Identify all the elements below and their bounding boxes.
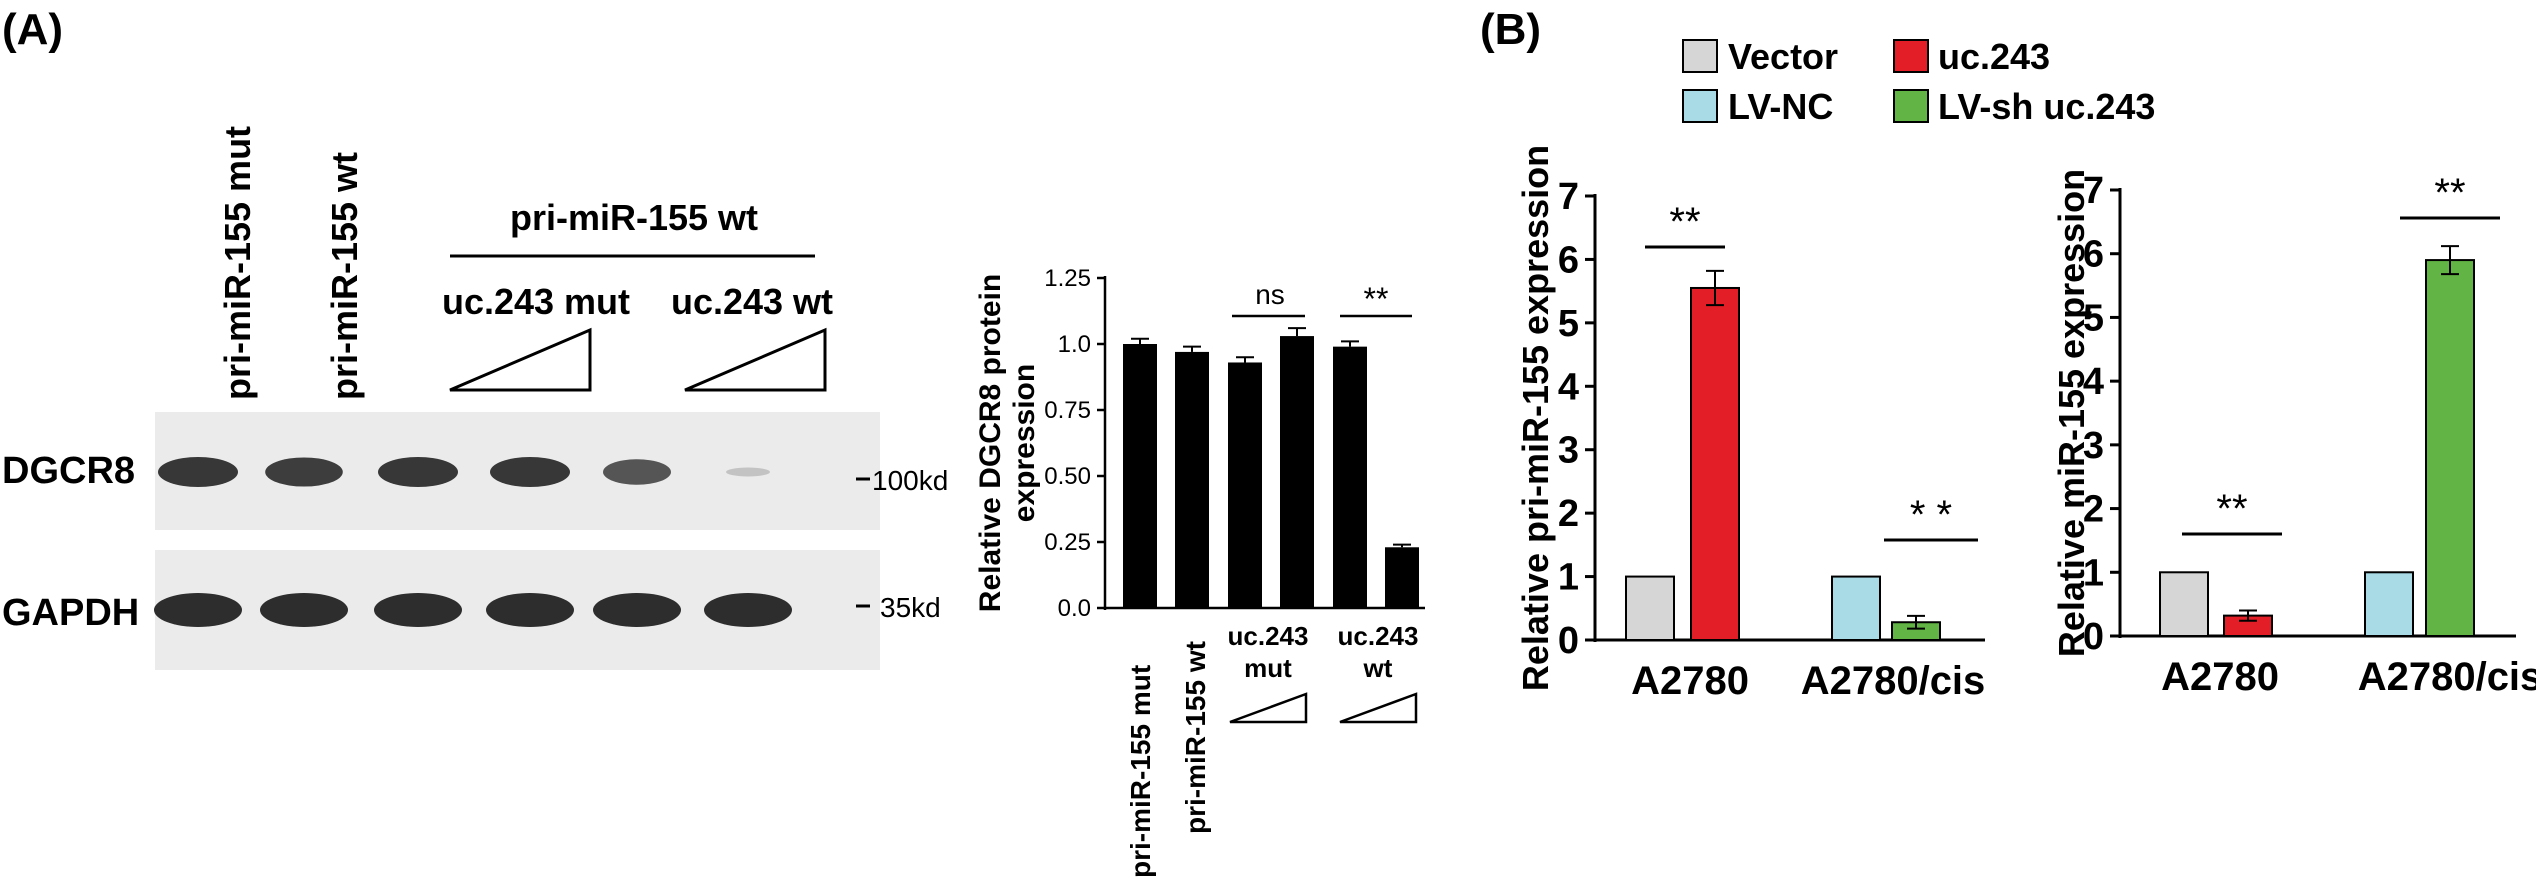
dgcr8-band [378, 457, 458, 487]
dgcr8-band [265, 457, 343, 487]
lane-label-1: pri-miR-155 mut [217, 126, 258, 400]
y-tick-label: 0 [1558, 620, 1579, 662]
legend-label-lvsh: LV-sh uc.243 [1938, 86, 2155, 127]
bar [2364, 571, 2414, 637]
y-tick-label: 1 [2083, 552, 2104, 594]
legend-swatch-lvnc [1682, 89, 1718, 123]
y-tick-label: 1.0 [1058, 331, 1091, 358]
gapdh-band [374, 593, 462, 627]
legend-label-vector: Vector [1728, 36, 1838, 77]
y-tick-label: 7 [1558, 176, 1579, 218]
y-tick-label: 1 [1558, 557, 1579, 599]
gradient-wedge-wt [684, 327, 827, 392]
significance-label: ** [1364, 281, 1389, 317]
marker-100kd: 100kd [872, 465, 948, 496]
y-tick-label: 0.0 [1058, 595, 1091, 622]
y-tick-label: 1.25 [1044, 265, 1091, 292]
y-tick-label: 2 [2083, 489, 2104, 531]
gapdh-band [154, 593, 242, 627]
legend-label-lvnc: LV-NC [1728, 86, 1833, 127]
y-tick-label: 0.25 [1044, 529, 1091, 556]
bar [1228, 362, 1262, 608]
x-tick-label: mut [1244, 653, 1292, 683]
x-tick-label: pri-miR-155 mut [1125, 665, 1156, 878]
gradient-wedge-mut [449, 327, 592, 392]
bar [1385, 547, 1419, 608]
y-tick-label: 4 [2083, 361, 2104, 403]
dgcr8-bands [158, 457, 770, 487]
subgroup-label-wt: uc.243 wt [671, 281, 833, 322]
legend: Vector uc.243 LV-NC LV-sh uc.243 [1682, 36, 2155, 127]
legend-swatch-vector [1682, 39, 1718, 73]
legend-label-uc243: uc.243 [1938, 36, 2050, 77]
significance-label: ** [2434, 171, 2465, 215]
x-tick-label: pri-miR-155 wt [1180, 641, 1211, 834]
group-label: pri-miR-155 wt [510, 197, 758, 238]
y-tick-label: 0.75 [1044, 397, 1091, 424]
gradient-wedge [1229, 692, 1308, 724]
y-tick-label: 6 [1558, 239, 1579, 281]
significance-label: ** [2216, 487, 2247, 531]
dgcr8-band [603, 459, 671, 485]
gapdh-band [593, 593, 681, 627]
row-label-gapdh: GAPDH [2, 592, 139, 634]
bar [1280, 336, 1314, 608]
legend-swatch-lvsh [1893, 89, 1929, 123]
bar [1625, 575, 1675, 641]
gradient-wedge [1339, 692, 1418, 724]
y-tick-label: 3 [1558, 430, 1579, 472]
panel-a-label: (A) [2, 5, 63, 54]
x-tick-label: A2780 [2161, 655, 2279, 699]
lane-label-2: pri-miR-155 wt [324, 152, 365, 400]
significance-label: ns [1255, 279, 1285, 310]
significance-label: * * [1910, 493, 1952, 537]
y-axis-label: expression [1008, 364, 1041, 522]
gapdh-bands [154, 593, 792, 627]
x-tick-label: A2780 [1631, 659, 1749, 703]
y-tick-label: 5 [1558, 303, 1579, 345]
y-tick-label: 7 [2083, 170, 2104, 212]
bar [1175, 351, 1209, 608]
y-axis-label: Relative miR-155 expression [2051, 169, 2092, 657]
y-tick-label: 2 [1558, 493, 1579, 535]
bar [1123, 344, 1157, 608]
legend-swatch-uc243 [1893, 39, 1929, 73]
dgcr8-band [490, 457, 570, 487]
bar [1690, 286, 1740, 641]
dgcr8-quant-chart: 0.0 0.25 0.50 0.75 1.0 1.25 Relative DGCR8 pro… [974, 265, 1425, 878]
y-tick-label: 4 [1558, 366, 1579, 408]
bar [1333, 346, 1367, 608]
y-tick-label: 6 [2083, 234, 2104, 276]
gapdh-band [486, 593, 574, 627]
marker-35kd: 35kd [880, 592, 941, 623]
y-axis-label: Relative DGCR8 protein [974, 274, 1007, 612]
x-tick-label: uc.243 [1338, 621, 1419, 651]
x-tick-label: A2780/cis [2358, 655, 2536, 699]
x-tick-label: uc.243 [1228, 621, 1309, 651]
subgroup-label-mut: uc.243 mut [442, 281, 630, 322]
panel-b-label: (B) [1480, 5, 1541, 54]
gapdh-band [704, 593, 792, 627]
y-tick-label: 0.50 [1044, 463, 1091, 490]
x-tick-label: wt [1363, 653, 1393, 683]
y-tick-label: 0 [2083, 616, 2104, 658]
bar [2159, 571, 2209, 637]
y-tick-label: 5 [2083, 297, 2104, 339]
dgcr8-band [726, 467, 770, 477]
gapdh-band [260, 593, 348, 627]
y-tick-label: 3 [2083, 425, 2104, 467]
dgcr8-band [158, 457, 238, 487]
bar [1831, 575, 1881, 641]
y-axis-label: Relative pri-miR-155 expression [1515, 145, 1556, 691]
row-label-dgcr8: DGCR8 [2, 450, 135, 492]
significance-label: ** [1669, 200, 1700, 244]
bar [2425, 259, 2475, 637]
x-tick-label: A2780/cis [1801, 659, 1986, 703]
